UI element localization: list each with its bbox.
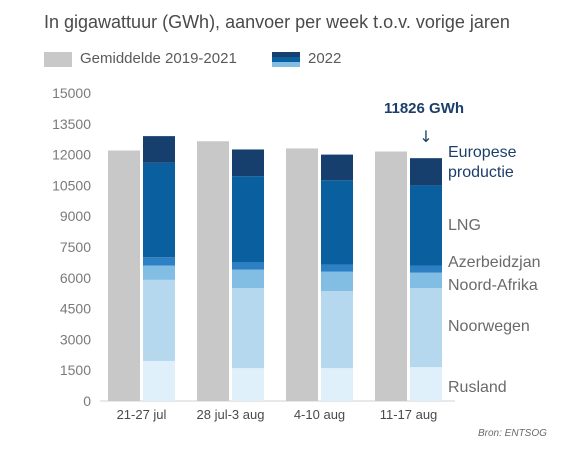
bar-segment-europese-productie — [143, 136, 175, 163]
bar-segment-noord-afrika — [143, 265, 175, 280]
x-tick-label: 11-17 aug — [380, 407, 438, 422]
bar-average — [375, 151, 407, 401]
bar-segment-europese-productie — [321, 154, 353, 181]
legend-label-2022: 2022 — [308, 50, 342, 67]
y-tick-label: 7500 — [60, 239, 91, 255]
y-tick-label: 0 — [83, 393, 91, 409]
bar-segment-noorwegen — [410, 288, 442, 368]
series-label-rusland: Rusland — [448, 379, 507, 396]
x-tick-label: 28 jul-3 aug — [197, 407, 265, 422]
y-tick-label: 12000 — [52, 147, 91, 163]
series-label-europese-productie: productie — [448, 164, 514, 181]
bar-segment-rusland — [410, 367, 442, 401]
bar-segment-noord-afrika — [232, 269, 264, 289]
y-tick-label: 4500 — [60, 301, 91, 317]
y-tick-label: 10500 — [52, 177, 91, 193]
y-tick-label: 15000 — [52, 85, 91, 101]
bar-segment-azerbeidzjan — [232, 262, 264, 270]
series-label-lng: LNG — [448, 217, 481, 234]
legend-swatch-average — [44, 52, 72, 67]
callout-arrow: ↓ — [419, 127, 432, 146]
bar-segment-noord-afrika — [321, 271, 353, 292]
legend-label-average: Gemiddelde 2019-2021 — [80, 50, 237, 67]
series-label-noord-afrika: Noord-Afrika — [448, 277, 538, 294]
bar-segment-rusland — [232, 368, 264, 401]
bar-segment-azerbeidzjan — [410, 265, 442, 273]
bar-segment-europese-productie — [410, 158, 442, 186]
legend-swatch-2022-light — [272, 62, 300, 67]
bar-segment-noorwegen — [321, 291, 353, 369]
series-label-azerbeidzjan: Azerbeidzjan — [448, 254, 541, 271]
bar-segment-noord-afrika — [410, 272, 442, 289]
bar-average — [286, 148, 318, 401]
bar-segment-europese-productie — [232, 149, 264, 177]
x-tick-label: 21-27 jul — [117, 407, 167, 422]
legend-swatch-2022-mid — [272, 57, 300, 62]
bar-segment-lng — [410, 185, 442, 266]
legend-swatch-2022 — [272, 52, 300, 67]
y-tick-label: 13500 — [52, 116, 91, 132]
bar-segment-azerbeidzjan — [143, 257, 175, 266]
legend-swatch-2022-dark — [272, 52, 300, 57]
y-tick-label: 6000 — [60, 270, 91, 286]
y-tick-label: 9000 — [60, 208, 91, 224]
bar-segment-noorwegen — [232, 288, 264, 369]
bar-segment-noorwegen — [143, 279, 175, 361]
bar-segment-rusland — [321, 368, 353, 401]
y-tick-label: 1500 — [60, 362, 91, 378]
bar-segment-azerbeidzjan — [321, 264, 353, 272]
bar-average — [108, 150, 140, 401]
bar-segment-lng — [321, 180, 353, 265]
source-note: Bron: ENTSOG — [478, 428, 547, 439]
chart-title: In gigawattuur (GWh), aanvoer per week t… — [44, 12, 510, 32]
bar-segment-lng — [232, 176, 264, 263]
bar-segment-lng — [143, 162, 175, 258]
total-callout: 11826 GWh — [384, 100, 464, 117]
bar-average — [197, 141, 229, 401]
y-tick-label: 3000 — [60, 331, 91, 347]
bar-segment-rusland — [143, 360, 175, 401]
series-label-europese-productie: Europese — [448, 144, 517, 161]
x-tick-label: 4-10 aug — [294, 407, 345, 422]
series-label-noorwegen: Noorwegen — [448, 318, 530, 335]
